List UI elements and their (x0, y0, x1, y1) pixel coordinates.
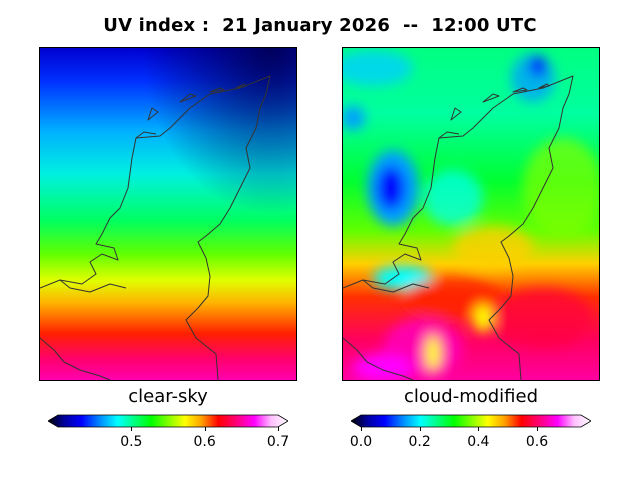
clear-sky-map (39, 47, 297, 381)
coastline-outline-left (40, 75, 271, 380)
cloud-modified-colorbar-tickmark (537, 427, 538, 431)
cloud-modified-colorbar-tick-label: 0.0 (349, 434, 373, 450)
clear-sky-label: clear-sky (128, 386, 208, 407)
clear-sky-colorbar-tick-label: 0.7 (266, 434, 290, 450)
map-title: UV index : 21 January 2026 -- 12:00 UTC (103, 15, 537, 36)
cloud-modified-label: cloud-modified (403, 386, 539, 407)
cloud-modified-colorbar-tickmark (361, 427, 362, 431)
clear-sky-colorbar-tickmark (204, 427, 206, 431)
cloud-modified-colorbar-tickmark (419, 427, 421, 431)
cloud-modified-colorbar-tick-label: 0.6 (525, 434, 549, 450)
clear-sky-colorbar (48, 414, 288, 428)
cloud-modified-colorbar (351, 414, 591, 428)
cloud-modified-map (342, 47, 600, 381)
clear-sky-colorbar-tick-label: 0.5 (120, 434, 143, 450)
clear-sky-colorbar-tickmark (131, 427, 133, 431)
clear-sky-colorbar-tick-label: 0.6 (193, 434, 216, 450)
coastline-outline-right (343, 75, 574, 380)
cloud-modified-colorbar-tick-label: 0.2 (408, 434, 431, 450)
clear-sky-colorbar-tickmark (278, 427, 279, 431)
cloud-modified-colorbar-tick-label: 0.4 (467, 434, 490, 450)
cloud-modified-colorbar-tickmark (478, 427, 480, 431)
